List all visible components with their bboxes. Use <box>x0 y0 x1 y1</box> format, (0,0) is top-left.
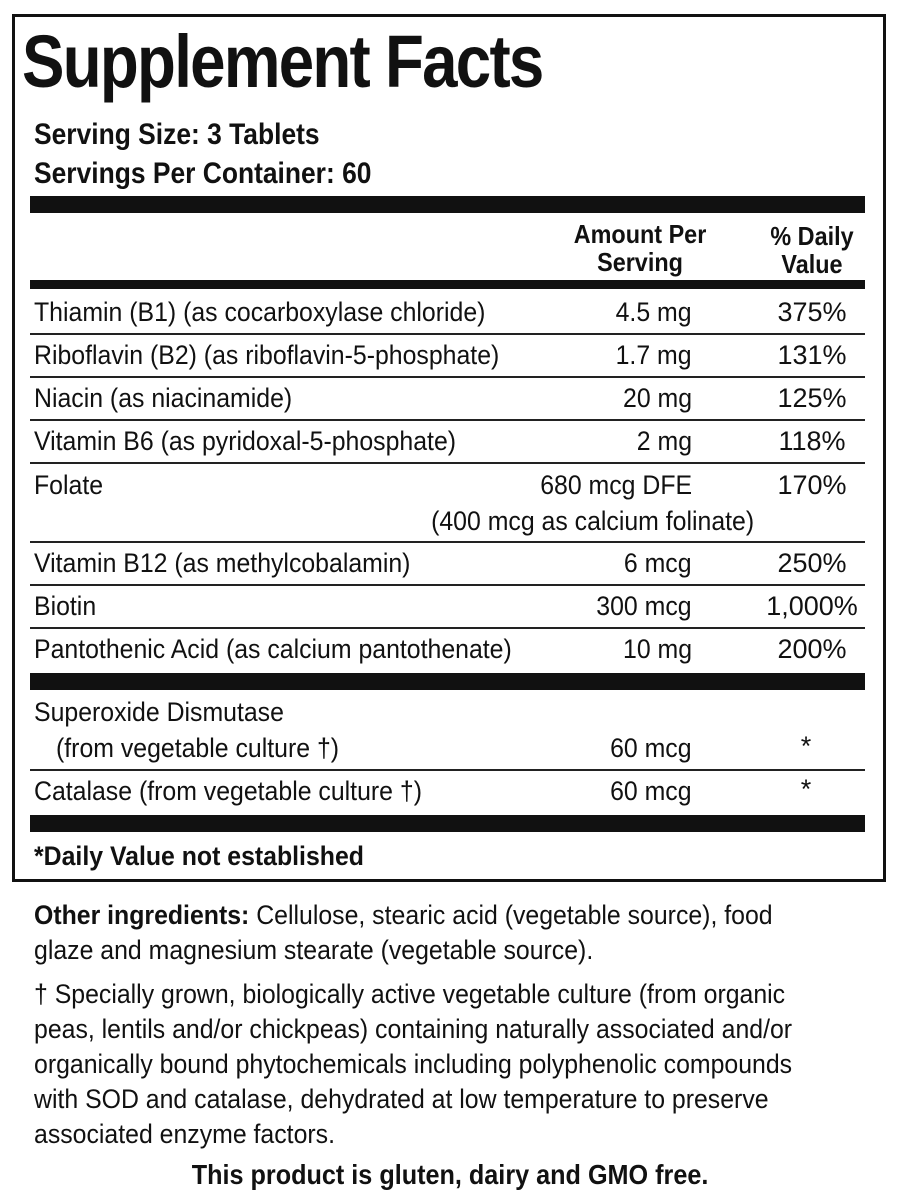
amount-header-line1: Amount Per <box>573 219 707 249</box>
nutrient-amount: 300 mcg <box>596 591 692 621</box>
nutrient-amount: 2 mg <box>636 426 692 456</box>
enzyme-name: Catalase (from vegetable culture †) <box>34 776 422 806</box>
thick-divider-top <box>30 196 865 213</box>
nutrient-daily-value: 131% <box>777 340 847 370</box>
amount-per-serving-header: Amount Per Serving <box>568 220 712 276</box>
other-ingredients: Other ingredients: Cellulose, stearic ac… <box>34 898 825 968</box>
other-ingredients-text: Cellulose, stearic acid (vegetable sourc… <box>34 900 773 965</box>
nutrient-name: Riboflavin (B2) (as riboflavin-5-phospha… <box>34 340 500 370</box>
enzyme-daily-value: * <box>800 774 812 804</box>
nutrient-daily-value: 375% <box>777 297 847 327</box>
row-divider <box>30 419 865 421</box>
nutrient-name: Biotin <box>34 591 97 621</box>
servings-per-container: Servings Per Container: 60 <box>34 157 372 190</box>
nutrient-daily-value: 118% <box>778 426 846 456</box>
row-divider <box>30 769 865 771</box>
nutrient-name: Folate <box>34 470 104 500</box>
nutrient-daily-value: 170% <box>777 470 847 500</box>
serving-size: Serving Size: 3 Tablets <box>34 118 320 151</box>
row-divider <box>30 584 865 586</box>
amount-header-line2: Serving <box>597 247 683 277</box>
nutrient-amount: 20 mg <box>622 383 692 413</box>
nutrient-daily-value: 125% <box>777 383 847 413</box>
row-divider <box>30 627 865 629</box>
row-divider <box>30 462 865 464</box>
row-divider <box>30 333 865 335</box>
nutrient-amount: 680 mcg DFE <box>540 470 692 500</box>
other-ingredients-label: Other ingredients: <box>34 900 250 930</box>
nutrient-amount: 4.5 mg <box>616 297 692 327</box>
panel-title: Supplement Facts <box>22 20 544 103</box>
supplement-facts-panel <box>12 14 886 882</box>
thick-divider-bottom <box>30 815 865 832</box>
nutrient-name: Pantothenic Acid (as calcium pantothenat… <box>34 634 512 664</box>
row-divider <box>30 376 865 378</box>
allergen-statement-text: This product is gluten, dairy and GMO fr… <box>191 1159 709 1190</box>
dv-header-line1: % Daily <box>770 221 854 251</box>
medium-divider <box>30 280 865 289</box>
nutrient-daily-value: 250% <box>777 548 847 578</box>
nutrient-amount: 1.7 mg <box>616 340 692 370</box>
nutrient-amount-note: (400 mcg as calcium folinate) <box>430 506 754 536</box>
thick-divider-middle <box>30 673 865 690</box>
dv-header-line2: Value <box>781 249 843 279</box>
nutrient-amount: 10 mg <box>622 634 692 664</box>
row-divider <box>30 541 865 543</box>
nutrient-amount: 6 mcg <box>624 548 692 578</box>
nutrient-name: Niacin (as niacinamide) <box>34 383 293 413</box>
enzyme-amount: 60 mcg <box>610 776 692 806</box>
nutrient-name: Vitamin B6 (as pyridoxal-5-phosphate) <box>34 426 457 456</box>
nutrient-daily-value: 200% <box>777 634 847 664</box>
enzyme-amount: 60 mcg <box>610 733 692 763</box>
allergen-statement: This product is gluten, dairy and GMO fr… <box>0 1158 900 1192</box>
daily-value-note: *Daily Value not established <box>34 841 364 871</box>
dagger-footnote: † Specially grown, biologically active v… <box>34 979 793 1149</box>
daily-value-header: % Daily Value <box>749 222 875 278</box>
enzyme-name-sub: (from vegetable culture †) <box>56 733 340 763</box>
nutrient-name: Thiamin (B1) (as cocarboxylase chloride) <box>34 297 486 327</box>
enzyme-daily-value: * <box>800 731 812 761</box>
enzyme-name: Superoxide Dismutase <box>34 697 284 727</box>
nutrient-name: Vitamin B12 (as methylcobalamin) <box>34 548 411 578</box>
nutrient-daily-value: 1,000% <box>766 591 858 621</box>
